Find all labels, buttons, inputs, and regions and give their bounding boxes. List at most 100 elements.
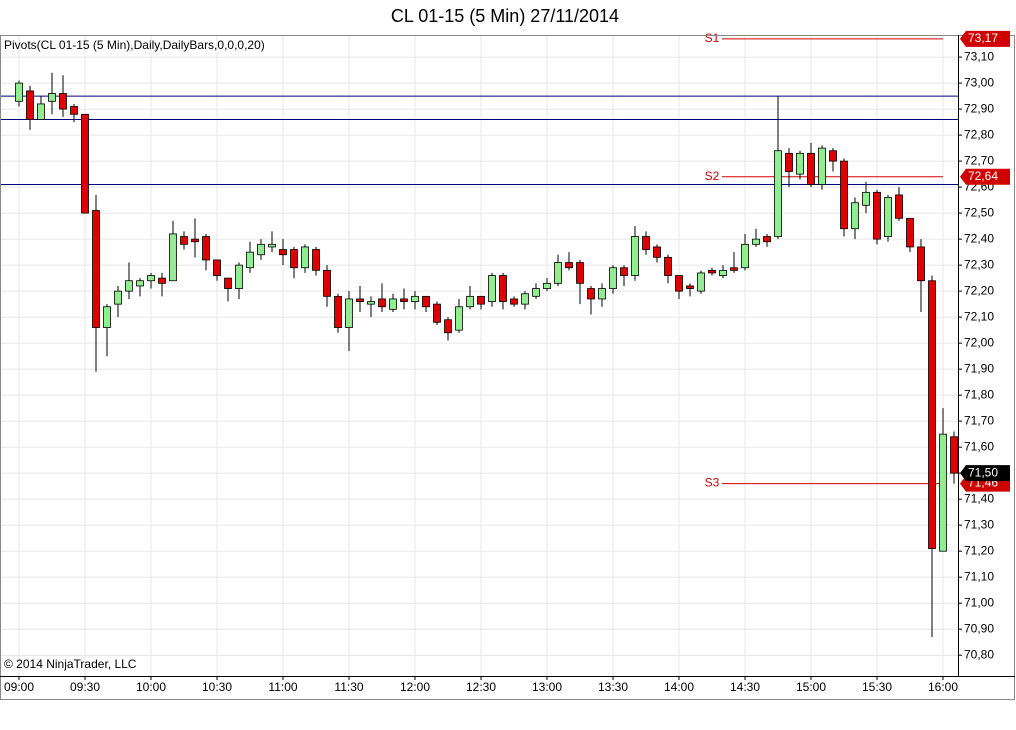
x-tick-label: 10:00	[136, 680, 166, 694]
price-tag	[960, 30, 1010, 47]
candle-body	[730, 267, 738, 271]
candle-body	[26, 90, 34, 120]
candle-body	[609, 267, 617, 289]
y-tick-label: 72,10	[964, 309, 994, 323]
x-tick-label: 13:30	[598, 680, 628, 694]
x-tick-label: 11:30	[334, 680, 363, 694]
y-tick-label: 72,80	[964, 127, 994, 141]
candle-body	[499, 275, 507, 302]
x-tick-label: 12:30	[466, 680, 496, 694]
frame	[0, 35, 1015, 700]
candle-body	[510, 298, 518, 305]
candle-body	[290, 249, 298, 269]
candle-body	[917, 246, 925, 282]
candle-body	[48, 93, 56, 102]
candle-body	[125, 280, 133, 292]
labels: 70,80 70,90 71,00 71,10 71,20 71,30 71,40 71,50…	[4, 30, 1010, 694]
x-tick-label: 16:00	[928, 680, 958, 694]
y-tick-label: 71,80	[964, 387, 994, 401]
candle-body	[235, 264, 243, 289]
candle-body	[763, 236, 771, 243]
candle-body	[785, 152, 793, 172]
x-tick-label: 14:30	[730, 680, 760, 694]
candle-body	[752, 238, 760, 245]
pivot-name: S1	[705, 31, 720, 45]
candle-body	[114, 290, 122, 305]
candle-body	[180, 236, 188, 245]
candle-body	[191, 238, 199, 243]
candle-body	[455, 306, 463, 331]
candle-body	[554, 262, 562, 284]
candle-body	[521, 293, 529, 305]
candle-body	[950, 436, 958, 474]
candle-body	[246, 251, 254, 269]
candle-body	[906, 217, 914, 248]
candle-body	[598, 288, 606, 300]
candle-body	[807, 152, 815, 185]
y-tick-label: 71,30	[964, 517, 994, 531]
candle-body	[851, 202, 859, 230]
candle-body	[312, 249, 320, 271]
candle-body	[565, 262, 573, 269]
candle-body	[158, 277, 166, 284]
y-tick-label: 72,40	[964, 231, 994, 245]
y-tick-label: 71,60	[964, 439, 994, 453]
candle-body	[224, 277, 232, 289]
price-tag	[960, 168, 1010, 185]
candle-body	[939, 433, 947, 552]
candle-body	[477, 295, 485, 305]
candle-body	[92, 210, 100, 328]
candle-body	[873, 191, 881, 240]
x-tick-label: 13:00	[532, 680, 562, 694]
price-tag-label: 72,64	[968, 169, 998, 183]
candle-body	[345, 298, 353, 328]
candle-body	[433, 303, 441, 323]
copyright: © 2014 NinjaTrader, LLC	[4, 657, 137, 671]
candle-body	[884, 197, 892, 237]
candle-body	[741, 243, 749, 269]
y-tick-label: 70,90	[964, 621, 994, 635]
x-tick-label: 15:30	[862, 680, 892, 694]
candle-body	[928, 280, 936, 549]
candle-body	[422, 295, 430, 308]
candle-body	[587, 288, 595, 300]
candle-body	[213, 259, 221, 276]
y-tick-label: 73,00	[964, 75, 994, 89]
candle-body	[543, 282, 551, 289]
y-tick-label: 73,10	[964, 49, 994, 63]
candle-body	[697, 272, 705, 292]
candle-body	[840, 160, 848, 230]
candle-body	[81, 113, 89, 214]
x-tick-label: 14:00	[664, 680, 694, 694]
candle-body	[367, 301, 375, 305]
plot: S1 S2 S3	[0, 31, 958, 637]
candle-body	[334, 295, 342, 328]
candle-body	[279, 249, 287, 256]
x-tick-label: 11:00	[268, 680, 297, 694]
candle-body	[257, 243, 265, 256]
candle-body	[708, 269, 716, 274]
y-tick-label: 71,00	[964, 595, 994, 609]
candle-body	[620, 267, 628, 276]
candle-body	[719, 269, 727, 276]
candle-body	[675, 275, 683, 292]
candle-body	[895, 194, 903, 219]
y-tick-label: 71,40	[964, 491, 994, 505]
price-tag-label: 73,17	[968, 31, 998, 45]
x-tick-label: 12:00	[400, 680, 430, 694]
candle-body	[411, 295, 419, 302]
candle-body	[59, 93, 67, 110]
candle-body	[466, 295, 474, 308]
candle-body	[70, 106, 78, 115]
candle-body	[532, 288, 540, 297]
y-tick-label: 72,20	[964, 283, 994, 297]
candle-body	[268, 243, 276, 248]
candle-body	[356, 298, 364, 302]
candle-body	[389, 298, 397, 310]
candle-body	[862, 191, 870, 206]
y-tick-label: 71,20	[964, 543, 994, 557]
x-tick-label: 09:00	[4, 680, 34, 694]
candle-body	[37, 103, 45, 120]
